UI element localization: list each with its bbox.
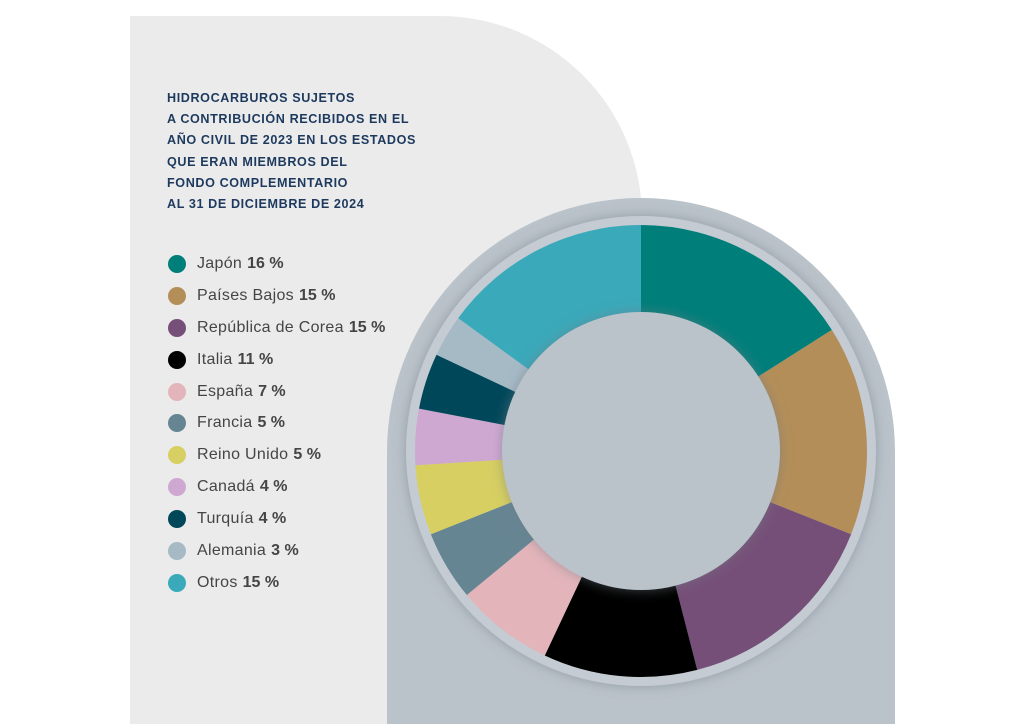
legend-label: Alemania <box>197 541 267 559</box>
donut-hole <box>502 312 780 590</box>
legend-item: Alemania 3 % <box>168 535 385 567</box>
chart-title: HIDROCARBUROS SUJETOS A CONTRIBUCIÓN REC… <box>167 88 447 215</box>
legend-label: Japón <box>197 254 243 272</box>
legend-item: Reino Unido 5 % <box>168 439 385 471</box>
legend-swatch <box>168 318 186 337</box>
legend-item: Canadá 4 % <box>168 471 385 503</box>
donut-slice <box>753 329 867 535</box>
legend-item: Países Bajos 15 % <box>168 280 385 312</box>
legend-label: Países Bajos <box>197 286 294 304</box>
legend-value: 15 % <box>298 286 336 304</box>
donut-slice <box>544 571 698 677</box>
legend-label: Francia <box>197 414 253 432</box>
legend-item: Turquía 4 % <box>168 503 385 535</box>
legend-label: Turquía <box>197 510 254 528</box>
legend-value: 5 % <box>293 446 321 464</box>
title-line: A CONTRIBUCIÓN RECIBIDOS EN EL <box>167 112 410 127</box>
legend-value: 5 % <box>257 414 286 432</box>
legend-value: 15 % <box>242 573 280 591</box>
donut-slice <box>466 535 585 656</box>
legend-swatch <box>168 286 186 305</box>
title-line: HIDROCARBUROS SUJETOS <box>167 91 356 105</box>
legend-value: 16 % <box>247 254 284 272</box>
title-line: QUE ERAN MIEMBROS DEL <box>167 154 348 169</box>
title-line: AL 31 DE DICIEMBRE DE 2024 <box>167 197 365 212</box>
legend-swatch <box>168 446 186 465</box>
donut-slice <box>430 499 539 596</box>
legend-item: República de Corea 15 % <box>168 312 385 344</box>
legend-item: España 7 % <box>168 376 385 408</box>
donut-slice <box>436 318 534 395</box>
donut-slice <box>458 225 641 373</box>
legend-label: España <box>197 382 254 400</box>
legend-value: 11 % <box>237 350 274 368</box>
legend-value: 15 % <box>348 318 386 336</box>
legend-value: 4 % <box>258 510 287 528</box>
legend-value: 7 % <box>258 382 286 400</box>
legend-swatch <box>168 573 186 592</box>
title-line: AÑO CIVIL DE 2023 EN LOS ESTADOS <box>167 133 416 148</box>
title-line: FONDO COMPLEMENTARIO <box>167 175 349 190</box>
legend-swatch <box>168 414 186 433</box>
legend-swatch <box>168 510 186 529</box>
legend-label: Otros <box>197 573 238 591</box>
legend: Japón 16 % Países Bajos 15 % República de Co… <box>168 248 385 599</box>
legend-swatch <box>168 350 186 369</box>
legend-swatch <box>168 382 186 401</box>
donut-slice <box>414 408 511 466</box>
legend-swatch <box>168 541 186 560</box>
donut-slice <box>674 499 852 670</box>
legend-label: Italia <box>197 350 233 368</box>
legend-item: Italia 11 % <box>168 344 385 376</box>
legend-item: Otros 15 % <box>168 567 385 599</box>
legend-label: Reino Unido <box>197 446 289 464</box>
legend-swatch <box>168 254 186 273</box>
legend-value: 4 % <box>259 478 288 496</box>
legend-label: República de Corea <box>197 318 344 336</box>
donut-slice <box>415 459 518 535</box>
legend-value: 3 % <box>271 541 299 559</box>
legend-item: Francia 5 % <box>168 407 385 439</box>
donut-slices <box>414 225 867 677</box>
legend-swatch <box>168 478 186 497</box>
donut-slice <box>419 354 521 427</box>
legend-label: Canadá <box>197 478 255 496</box>
legend-item: Japón 16 % <box>168 248 385 280</box>
donut-slice <box>641 225 832 380</box>
